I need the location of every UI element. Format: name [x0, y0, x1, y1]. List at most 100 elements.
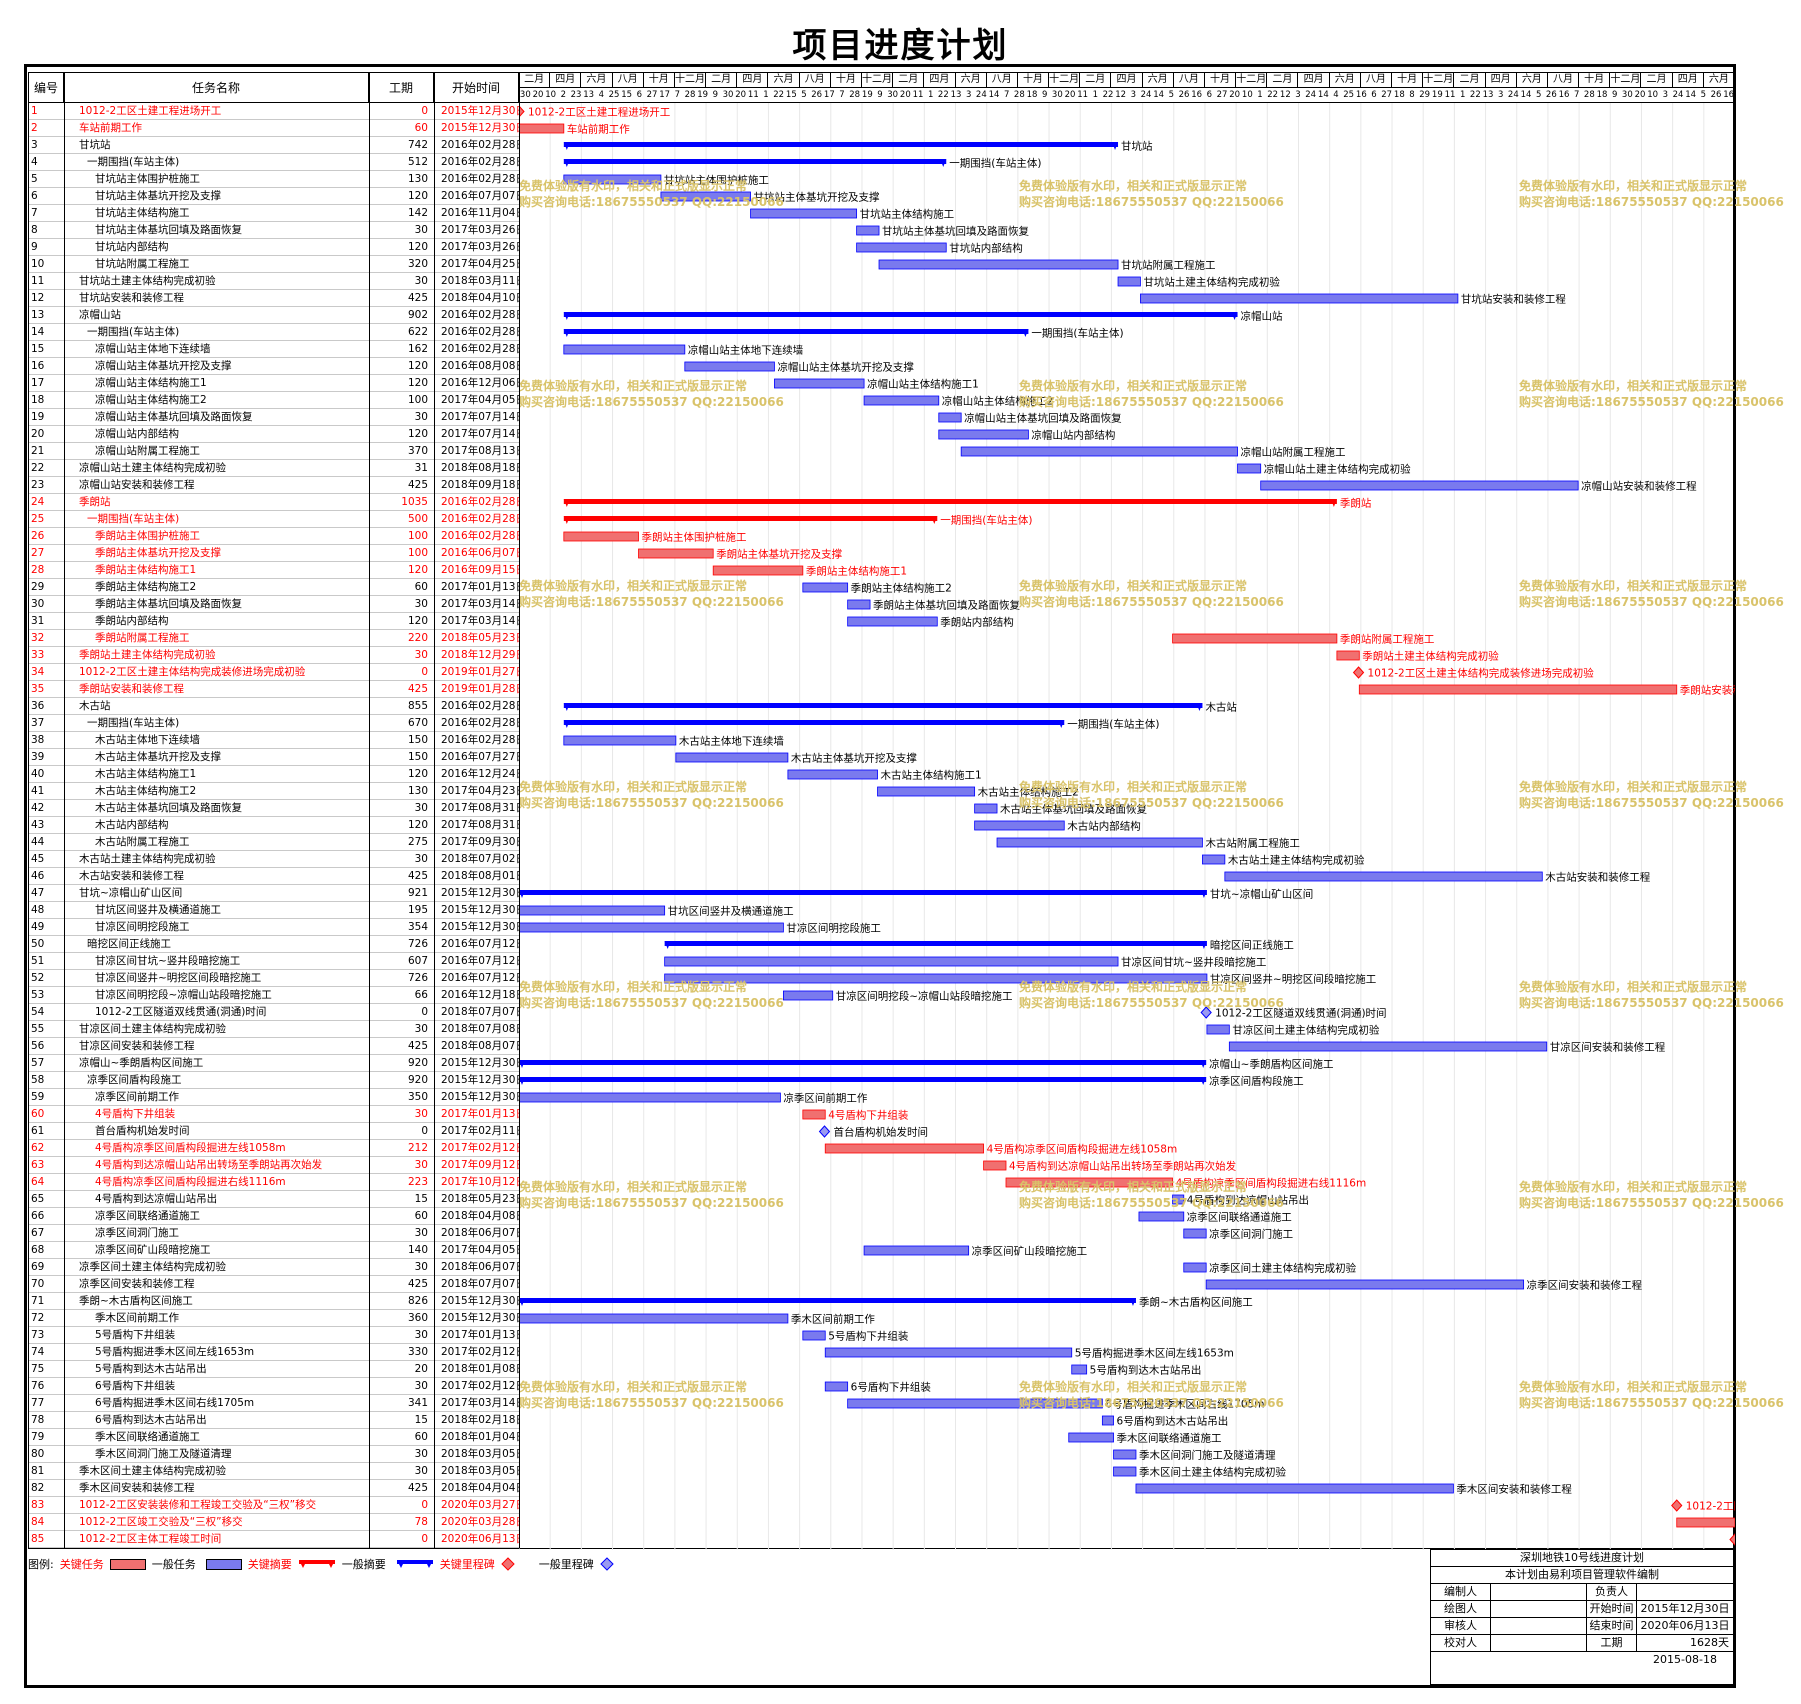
- task-bar[interactable]: [983, 1160, 1007, 1171]
- task-row[interactable]: 80 季木区间洞门施工及隧道清理 30 2018年03月05日: [29, 1446, 519, 1463]
- summary-bar[interactable]: [519, 1060, 1207, 1065]
- task-row[interactable]: 77 6号盾构掘进季木区间右线1705m 341 2017年03月14日: [29, 1395, 519, 1412]
- summary-bar[interactable]: [563, 703, 1203, 708]
- task-row[interactable]: 25 一期围挡(车站主体) 500 2016年02月28日: [29, 511, 519, 528]
- task-row[interactable]: 55 甘凉区间土建主体结构完成初验 30 2018年07月08日: [29, 1021, 519, 1038]
- summary-bar-end-cap[interactable]: [1200, 1077, 1207, 1085]
- task-row[interactable]: 19 凉帽山站主体基坑回填及路面恢复 30 2017年07月14日: [29, 409, 519, 426]
- summary-bar-end-cap[interactable]: [1196, 703, 1203, 711]
- task-row[interactable]: 44 木古站附属工程施工 275 2017年09月30日: [29, 834, 519, 851]
- task-bar[interactable]: [938, 429, 1029, 440]
- task-row[interactable]: 84 1012-2工区竣工交验及“三权”移交 78 2020年03月28日: [29, 1514, 519, 1531]
- task-bar[interactable]: [519, 905, 666, 916]
- task-row[interactable]: 28 季朗站主体结构施工1 120 2016年09月15日: [29, 562, 519, 579]
- task-bar[interactable]: [1358, 684, 1678, 695]
- task-bar[interactable]: [783, 990, 834, 1001]
- task-row[interactable]: 85 1012-2工区主体工程竣工时间 0 2020年06月13日: [29, 1531, 519, 1548]
- task-row[interactable]: 69 凉季区间土建主体结构完成初验 30 2018年06月07日: [29, 1259, 519, 1276]
- task-bar[interactable]: [847, 599, 871, 610]
- task-bar[interactable]: [960, 446, 1238, 457]
- task-bar[interactable]: [519, 1092, 781, 1103]
- task-row[interactable]: 33 季朗站土建主体结构完成初验 30 2018年12月29日: [29, 647, 519, 664]
- task-row[interactable]: 54 1012-2工区隧道双线贯通(洞通)时间 0 2018年07月07日: [29, 1004, 519, 1021]
- summary-bar-end-cap[interactable]: [1200, 1060, 1207, 1068]
- task-row[interactable]: 58 凉季区间盾构段施工 920 2015年12月30日: [29, 1072, 519, 1089]
- task-bar[interactable]: [660, 191, 751, 202]
- task-bar[interactable]: [1113, 1466, 1137, 1477]
- task-bar[interactable]: [675, 752, 789, 763]
- task-bar[interactable]: [1101, 1415, 1114, 1426]
- summary-bar-end-cap[interactable]: [940, 159, 947, 167]
- task-bar[interactable]: [1172, 633, 1338, 644]
- task-row[interactable]: 16 凉帽山站主体基坑开挖及支撑 120 2016年08月08日: [29, 358, 519, 375]
- summary-bar[interactable]: [519, 1298, 1136, 1303]
- summary-bar[interactable]: [563, 312, 1238, 317]
- task-bar[interactable]: [1113, 1449, 1137, 1460]
- task-row[interactable]: 65 4号盾构到达凉帽山站吊出 15 2018年05月23日: [29, 1191, 519, 1208]
- task-bar[interactable]: [974, 803, 998, 814]
- task-row[interactable]: 26 季朗站主体围护桩施工 100 2016年02月28日: [29, 528, 519, 545]
- task-row[interactable]: 53 甘凉区间明挖段~凉帽山站段暗挖施工 66 2016年12月18日: [29, 987, 519, 1004]
- task-bar[interactable]: [563, 735, 677, 746]
- task-bar[interactable]: [802, 582, 849, 593]
- task-row[interactable]: 34 1012-2工区土建主体结构完成装修进场完成初验 0 2019年01月27日: [29, 664, 519, 681]
- task-bar[interactable]: [824, 1347, 1073, 1358]
- task-row[interactable]: 52 甘凉区间竖井~明挖区间段暗挖施工 726 2016年07月12日: [29, 970, 519, 987]
- summary-bar-end-cap[interactable]: [1330, 499, 1337, 507]
- task-row[interactable]: 13 凉帽山站 902 2016年02月28日: [29, 307, 519, 324]
- summary-bar[interactable]: [563, 159, 947, 164]
- summary-bar-start-cap[interactable]: [563, 329, 570, 337]
- task-row[interactable]: 6 甘坑站主体基坑开挖及支撑 120 2016年07月07日: [29, 188, 519, 205]
- summary-bar[interactable]: [563, 499, 1337, 504]
- task-row[interactable]: 14 一期围挡(车站主体) 622 2016年02月28日: [29, 324, 519, 341]
- task-bar[interactable]: [684, 361, 775, 372]
- task-bar[interactable]: [1202, 854, 1226, 865]
- column-header-id[interactable]: 编号: [29, 73, 64, 103]
- task-row[interactable]: 47 甘坑~凉帽山矿山区间 921 2015年12月30日: [29, 885, 519, 902]
- milestone-diamond[interactable]: [818, 1125, 831, 1138]
- task-row[interactable]: 57 凉帽山~季朗盾构区间施工 920 2015年12月30日: [29, 1055, 519, 1072]
- task-row[interactable]: 70 凉季区间安装和装修工程 425 2018年07月07日: [29, 1276, 519, 1293]
- task-row[interactable]: 36 木古站 855 2016年02月28日: [29, 698, 519, 715]
- summary-bar-end-cap[interactable]: [1231, 312, 1238, 320]
- task-row[interactable]: 61 首台盾构机始发时间 0 2017年02月11日: [29, 1123, 519, 1140]
- summary-bar[interactable]: [519, 1077, 1207, 1082]
- task-bar[interactable]: [519, 922, 784, 933]
- task-bar[interactable]: [1005, 1177, 1173, 1188]
- summary-bar-start-cap[interactable]: [519, 890, 525, 898]
- task-row[interactable]: 43 木古站内部结构 120 2017年08月31日: [29, 817, 519, 834]
- task-bar[interactable]: [824, 1381, 849, 1392]
- summary-bar[interactable]: [664, 941, 1207, 946]
- task-row[interactable]: 67 凉季区间洞门施工 30 2018年06月07日: [29, 1225, 519, 1242]
- task-row[interactable]: 31 季朗站内部结构 120 2017年03月14日: [29, 613, 519, 630]
- task-bar[interactable]: [1183, 1228, 1207, 1239]
- task-bar[interactable]: [938, 412, 962, 423]
- task-bar[interactable]: [774, 378, 865, 389]
- task-row[interactable]: 74 5号盾构掘进季木区间左线1653m 330 2017年02月12日: [29, 1344, 519, 1361]
- task-row[interactable]: 20 凉帽山站内部结构 120 2017年07月14日: [29, 426, 519, 443]
- milestone-diamond[interactable]: [1671, 1499, 1683, 1512]
- task-row[interactable]: 68 凉季区间矿山段暗挖施工 140 2017年04月05日: [29, 1242, 519, 1259]
- task-row[interactable]: 30 季朗站主体基坑回填及路面恢复 30 2017年03月14日: [29, 596, 519, 613]
- task-bar[interactable]: [802, 1109, 826, 1120]
- column-header-start[interactable]: 开始时间: [434, 73, 519, 103]
- task-bar[interactable]: [996, 837, 1203, 848]
- task-row[interactable]: 64 4号盾构凉季区间盾构段掘进右线1116m 223 2017年10月12日: [29, 1174, 519, 1191]
- task-row[interactable]: 82 季木区间安装和装修工程 425 2018年04月04日: [29, 1480, 519, 1497]
- task-row[interactable]: 12 甘坑站安装和装修工程 425 2018年04月10日: [29, 290, 519, 307]
- task-row[interactable]: 32 季朗站附属工程施工 220 2018年05月23日: [29, 630, 519, 647]
- task-bar[interactable]: [877, 786, 976, 797]
- task-row[interactable]: 63 4号盾构到达凉帽山站吊出转场至季朗站再次始发 30 2017年09月12日: [29, 1157, 519, 1174]
- summary-bar-end-cap[interactable]: [1022, 329, 1029, 337]
- summary-bar-end-cap[interactable]: [1112, 142, 1119, 150]
- summary-bar[interactable]: [563, 329, 1029, 334]
- task-bar[interactable]: [712, 565, 804, 576]
- summary-bar-start-cap[interactable]: [563, 499, 570, 507]
- summary-bar-end-cap[interactable]: [1200, 941, 1207, 949]
- task-row[interactable]: 1 1012-2工区土建工程进场开工 0 2015年12月30日: [29, 103, 519, 120]
- task-bar[interactable]: [1336, 650, 1360, 661]
- task-bar[interactable]: [1117, 276, 1141, 287]
- task-row[interactable]: 9 甘坑站内部结构 120 2017年03月26日: [29, 239, 519, 256]
- task-bar[interactable]: [638, 548, 714, 559]
- task-bar[interactable]: [563, 174, 662, 185]
